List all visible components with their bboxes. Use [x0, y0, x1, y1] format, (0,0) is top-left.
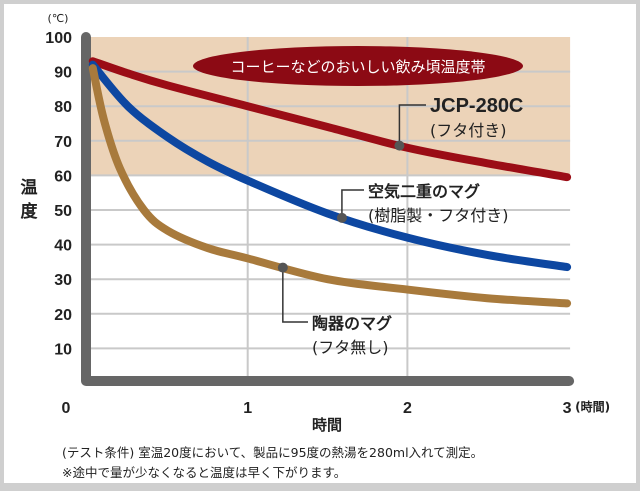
x-axis-title: 時間: [312, 416, 342, 434]
x-unit-label: (時間): [575, 399, 610, 414]
series-sublabel: (フタ付き): [430, 121, 507, 140]
y-tick-label: 30: [54, 272, 72, 289]
y-axis-title: 温: [21, 178, 38, 198]
series-label: 陶器のマグ: [312, 314, 392, 333]
temperature-chart: 10 20 30 40 50 60 70 80 90 100 0 1 2 3 (時間) (℃) 時間 温度 コーヒー…: [21, 12, 611, 434]
y-tick-label: 40: [54, 238, 72, 255]
y-tick-label: 70: [54, 134, 72, 151]
test-conditions-note: (テスト条件) 室温20度において、製品に95度の熱湯を280ml入れて測定。: [62, 445, 484, 460]
y-axis-title: 度: [21, 201, 39, 222]
chart-card: 10 20 30 40 50 60 70 80 90 100 0 1 2 3 (時間) (℃) 時間 温度 コーヒー…: [4, 4, 636, 483]
leader-line: [282, 267, 308, 323]
series-line-1: [88, 60, 572, 272]
x-tick-label: 0: [62, 400, 71, 417]
leader-line: [398, 104, 426, 146]
series-line-2: [88, 64, 572, 308]
y-unit-label: (℃): [48, 12, 69, 25]
y-tick-label: 80: [54, 99, 72, 116]
series-marker: [277, 262, 288, 273]
x-tick-label: 1: [243, 400, 252, 417]
series-label: JCP-280C: [430, 95, 523, 117]
series-line-0: [88, 57, 572, 182]
x-tick-label: 2: [403, 400, 412, 417]
series-marker: [394, 140, 405, 151]
y-tick-label: 60: [54, 168, 72, 185]
y-tick-label: 100: [45, 30, 72, 47]
y-tick-label: 90: [54, 65, 72, 82]
band-label: コーヒーなどのおいしい飲み頃温度帯: [230, 58, 485, 76]
series-sublabel: (樹脂製・フタ付き): [368, 206, 509, 225]
axes: [81, 32, 575, 386]
series-sublabel: (フタ無し): [312, 338, 389, 357]
leader-line: [341, 189, 364, 218]
y-tick-label: 50: [54, 203, 72, 220]
y-tick-label: 20: [54, 307, 72, 324]
series-label: 空気二重のマグ: [368, 182, 480, 201]
band-label-banner: [193, 46, 523, 86]
footnote: ※途中で量が少なくなると温度は早く下がります。: [62, 465, 347, 480]
x-tick-label: 3: [563, 400, 572, 417]
series-marker: [336, 212, 347, 223]
y-tick-label: 10: [54, 341, 72, 358]
